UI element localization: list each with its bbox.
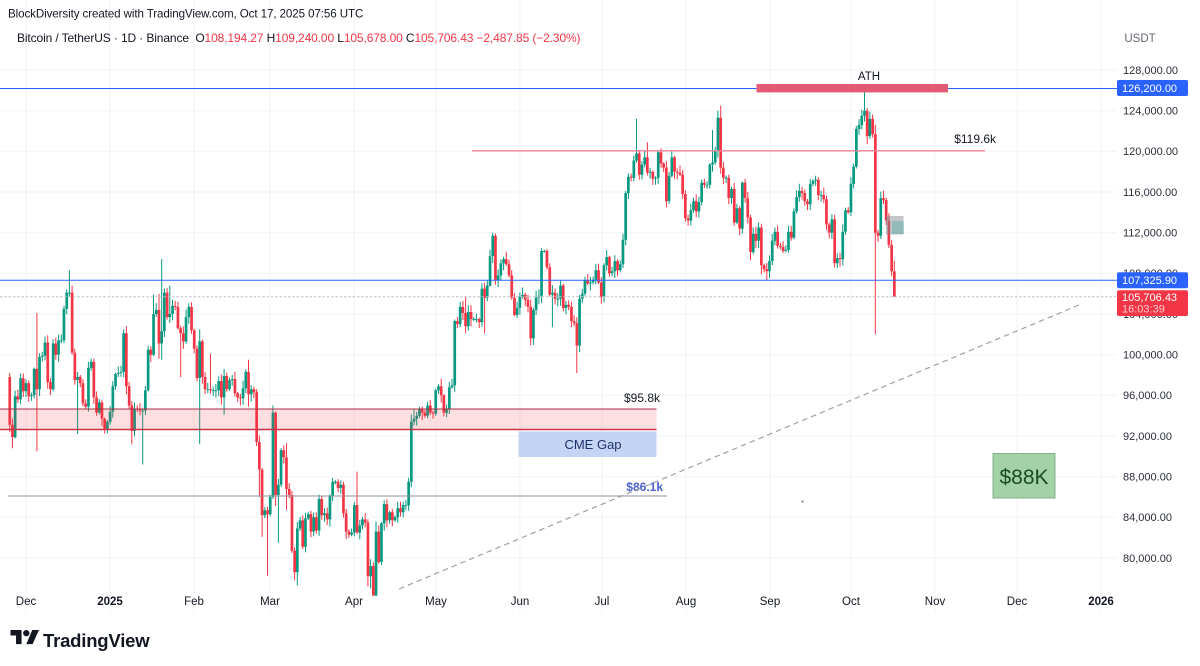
- svg-text:96,000.00: 96,000.00: [1123, 390, 1172, 402]
- svg-text:$119.6k: $119.6k: [954, 132, 997, 146]
- svg-text:Aug: Aug: [676, 596, 696, 608]
- svg-text:Feb: Feb: [184, 596, 204, 608]
- svg-text:$88K: $88K: [999, 466, 1048, 489]
- svg-text:Bitcoin / TetherUS · 1D · Bina: Bitcoin / TetherUS · 1D · Binance O108,1…: [17, 31, 581, 45]
- svg-text:Mar: Mar: [260, 596, 280, 608]
- svg-text:$95.8k: $95.8k: [624, 391, 661, 405]
- svg-text:107,325.90: 107,325.90: [1122, 275, 1177, 287]
- svg-text:May: May: [425, 596, 447, 608]
- svg-text:112,000.00: 112,000.00: [1123, 228, 1177, 240]
- svg-text:80,000.00: 80,000.00: [1123, 553, 1172, 565]
- svg-text:Dec: Dec: [16, 596, 37, 608]
- svg-text:Dec: Dec: [1007, 596, 1028, 608]
- svg-text:100,000.00: 100,000.00: [1123, 350, 1178, 362]
- svg-text:120,000.00: 120,000.00: [1123, 146, 1178, 158]
- svg-text:105,706.43: 105,706.43: [1122, 292, 1177, 304]
- svg-text:124,000.00: 124,000.00: [1123, 106, 1178, 118]
- svg-text:128,000.00: 128,000.00: [1123, 65, 1178, 77]
- svg-text:126,200.00: 126,200.00: [1122, 83, 1177, 95]
- svg-text:USDT: USDT: [1124, 33, 1155, 45]
- svg-text:Nov: Nov: [925, 596, 946, 608]
- svg-text:ATH: ATH: [858, 71, 880, 83]
- svg-text:Jul: Jul: [595, 596, 610, 608]
- svg-text:116,000.00: 116,000.00: [1123, 187, 1177, 199]
- svg-text:TradingView: TradingView: [43, 630, 150, 651]
- svg-text:BlockDiversity created with Tr: BlockDiversity created with TradingView.…: [8, 8, 363, 21]
- svg-text:84,000.00: 84,000.00: [1123, 512, 1172, 524]
- svg-text:2025: 2025: [97, 596, 123, 608]
- svg-text:Jun: Jun: [511, 596, 530, 608]
- svg-text:Oct: Oct: [842, 596, 861, 608]
- svg-text:2026: 2026: [1088, 596, 1114, 608]
- svg-text:Sep: Sep: [760, 596, 780, 608]
- svg-text:16:03:39: 16:03:39: [1122, 304, 1165, 316]
- svg-text:CME Gap: CME Gap: [564, 437, 621, 452]
- svg-text:92,000.00: 92,000.00: [1123, 431, 1172, 443]
- svg-text:Apr: Apr: [345, 596, 363, 608]
- svg-text:$86.1k: $86.1k: [626, 480, 663, 494]
- svg-text:88,000.00: 88,000.00: [1123, 472, 1172, 484]
